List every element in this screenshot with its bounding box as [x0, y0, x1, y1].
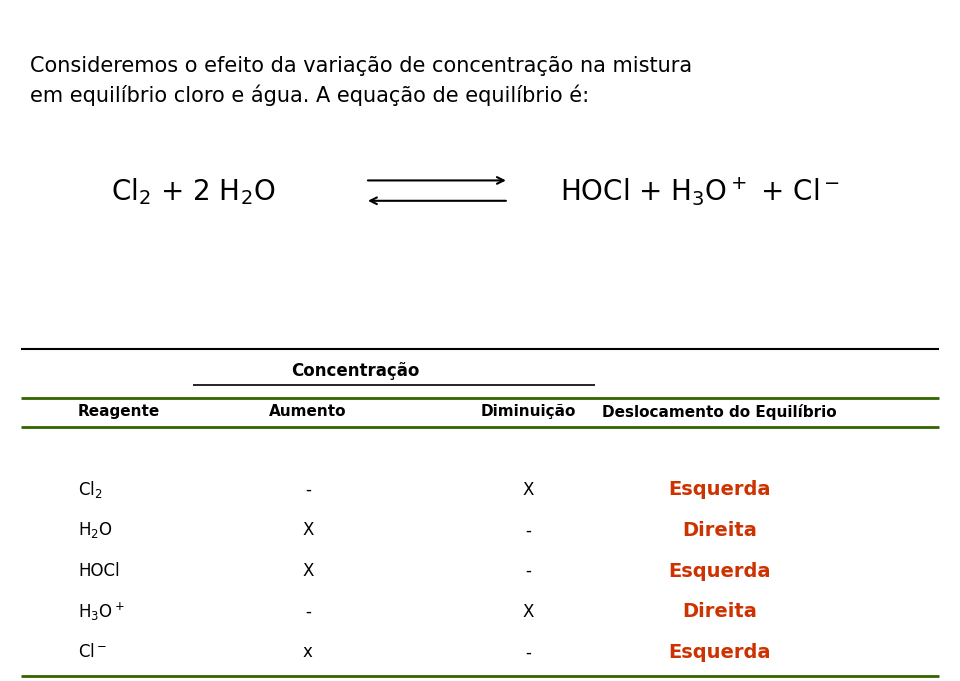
Text: H$_3$O$^+$: H$_3$O$^+$	[78, 601, 125, 623]
Text: X: X	[522, 603, 534, 621]
Text: HOCl: HOCl	[78, 562, 120, 580]
Text: Direita: Direita	[682, 521, 756, 540]
Text: Cl$_2$ + 2 H$_2$O: Cl$_2$ + 2 H$_2$O	[110, 176, 276, 207]
Text: Cl$_2$: Cl$_2$	[78, 479, 103, 501]
Text: Diminuição: Diminuição	[480, 405, 576, 419]
Text: Concentração: Concentração	[292, 362, 420, 380]
Text: Reagente: Reagente	[78, 405, 160, 419]
Text: x: x	[302, 644, 313, 661]
Text: Esquerda: Esquerda	[668, 480, 771, 499]
Text: Direita: Direita	[682, 602, 756, 621]
Text: X: X	[302, 562, 313, 580]
Text: H$_2$O: H$_2$O	[78, 520, 112, 541]
Text: -: -	[304, 481, 311, 498]
Text: HOCl + H$_3$O$^+$ + Cl$^-$: HOCl + H$_3$O$^+$ + Cl$^-$	[560, 175, 840, 208]
Text: Aumento: Aumento	[269, 405, 347, 419]
Text: X: X	[302, 522, 313, 539]
Text: Cl$^-$: Cl$^-$	[78, 644, 108, 661]
Text: Esquerda: Esquerda	[668, 562, 771, 581]
Text: Esquerda: Esquerda	[668, 643, 771, 662]
Text: Consideremos o efeito da variação de concentração na mistura
em equilíbrio cloro: Consideremos o efeito da variação de con…	[30, 56, 692, 106]
Text: Deslocamento do Equilíbrio: Deslocamento do Equilíbrio	[602, 404, 836, 419]
Text: -: -	[525, 644, 531, 661]
Text: -: -	[525, 562, 531, 580]
Text: -: -	[525, 522, 531, 539]
Text: -: -	[304, 603, 311, 621]
Text: X: X	[522, 481, 534, 498]
